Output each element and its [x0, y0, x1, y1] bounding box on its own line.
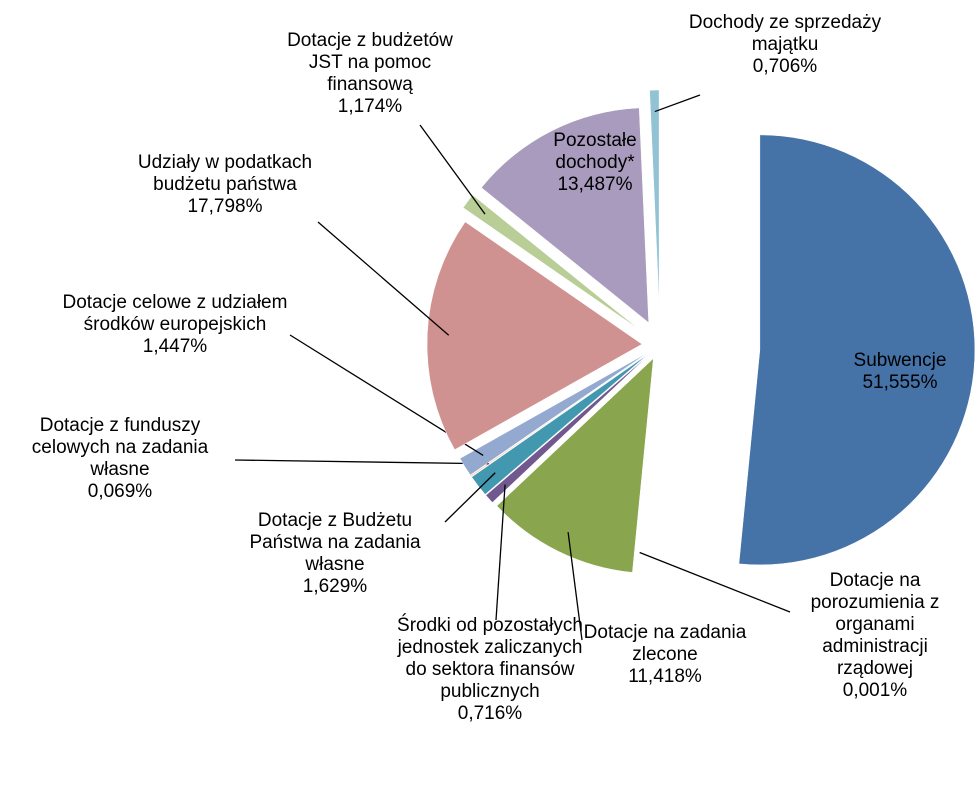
slice-label: Pozostałe dochody* 13,487% — [525, 130, 665, 196]
slice-label: Dotacje na porozumienia z organami admin… — [790, 570, 960, 702]
pie-slice — [426, 221, 643, 451]
slice-label: Dotacje z Budżetu Państwa na zadania wła… — [225, 510, 445, 598]
pie-slice — [462, 194, 641, 331]
value-label: 0,716% — [457, 703, 523, 724]
slice-label: Subwencje 51,555% — [835, 350, 965, 394]
leader-line — [419, 124, 486, 215]
category-label: Udziały w podatkach budżetu państwa — [137, 152, 313, 195]
leader-line — [567, 532, 583, 641]
leader-line — [654, 94, 701, 113]
pie-slice — [637, 359, 659, 575]
category-label: Dotacje na zadania zlecone — [583, 622, 747, 665]
leader-line — [444, 472, 496, 523]
leader-line — [317, 221, 450, 336]
category-label: Dotacje na porozumienia z organami admin… — [810, 570, 940, 679]
leader-line — [234, 459, 489, 465]
slice-label: Dotacje z funduszy celowych na zadania w… — [5, 415, 235, 503]
slice-label: Środki od pozostałych jednostek zaliczan… — [395, 615, 585, 725]
category-label: Dotacje z Budżetu Państwa na zadania wła… — [249, 510, 421, 575]
pie-slice — [738, 134, 976, 566]
category-label: Środki od pozostałych jednostek zaliczan… — [397, 615, 583, 702]
category-label: Pozostałe dochody* — [553, 130, 637, 173]
pie-slice — [459, 352, 648, 476]
leader-line — [495, 484, 506, 621]
pie-slice — [496, 357, 654, 573]
value-label: 51,555% — [862, 372, 938, 393]
value-label: 1,629% — [302, 576, 368, 597]
value-label: 13,487% — [557, 174, 633, 195]
category-label: Dotacje celowe z udziałem środków europe… — [62, 292, 288, 335]
slice-label: Udziały w podatkach budżetu państwa 17,79… — [135, 152, 315, 218]
pie-slice — [470, 353, 648, 477]
slice-label: Dotacje z budżetów JST na pomoc finansow… — [270, 30, 470, 118]
pie-slice — [471, 353, 649, 495]
category-label: Subwencje — [853, 350, 947, 371]
leader-line — [639, 551, 791, 613]
pie-slice — [485, 354, 650, 503]
value-label: 0,069% — [87, 481, 153, 502]
pie-slice — [481, 107, 649, 324]
value-label: 17,798% — [187, 196, 263, 217]
category-label: Dochody ze sprzedaży majątku — [688, 12, 882, 55]
value-label: 0,001% — [842, 680, 908, 701]
category-label: Dotacje z funduszy celowych na zadania w… — [31, 415, 209, 480]
slice-label: Dochody ze sprzedaży majątku 0,706% — [680, 12, 890, 78]
value-label: 1,174% — [337, 96, 403, 117]
slice-label: Dotacje na zadania zlecone 11,418% — [565, 622, 765, 688]
pie-slice — [649, 89, 660, 306]
value-label: 0,706% — [752, 56, 818, 77]
slice-label: Dotacje celowe z udziałem środków europe… — [60, 292, 290, 358]
value-label: 11,418% — [628, 666, 702, 687]
category-label: Dotacje z budżetów JST na pomoc finansow… — [287, 30, 453, 95]
value-label: 1,447% — [142, 336, 208, 357]
